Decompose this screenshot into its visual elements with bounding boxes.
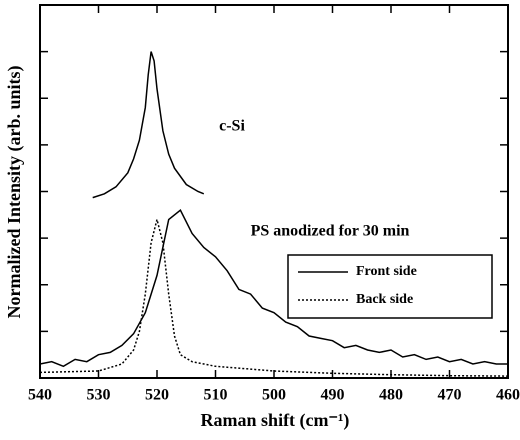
x-tick-label: 480 — [379, 387, 403, 404]
x-tick-label: 460 — [496, 387, 520, 404]
x-tick-label: 500 — [262, 387, 286, 404]
annotation: c-Si — [219, 118, 245, 135]
line-series — [92, 51, 205, 199]
legend-label: Front side — [356, 264, 417, 279]
line-series — [39, 209, 508, 368]
x-tick-label: 540 — [28, 387, 52, 404]
x-tick-label: 520 — [145, 387, 169, 404]
x-tick-label: 490 — [321, 387, 345, 404]
x-axis-label: Raman shift (cm⁻¹) — [201, 410, 350, 431]
y-axis-label: Normalized Intensity (arb. units) — [4, 66, 25, 319]
x-tick-label: 510 — [204, 387, 228, 404]
plot-frame — [39, 4, 509, 379]
x-tick-label: 470 — [438, 387, 462, 404]
x-tick-label: 530 — [87, 387, 111, 404]
legend-label: Back side — [356, 292, 413, 307]
annotation: PS anodized for 30 min — [251, 223, 410, 240]
line-series — [39, 219, 509, 377]
legend-box — [287, 254, 493, 319]
